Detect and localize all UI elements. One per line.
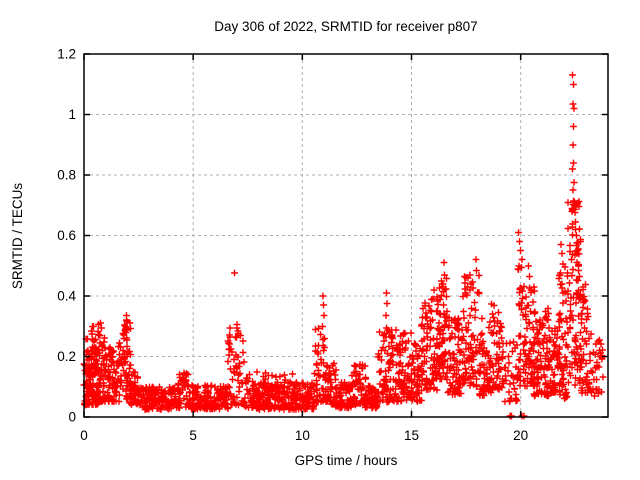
chart-title: Day 306 of 2022, SRMTID for receiver p80… [214,19,477,34]
plot-border [83,53,609,418]
y-tick-label: 0.6 [57,228,76,243]
x-tick-label: 0 [80,428,88,443]
y-tick-label: 0.4 [57,289,76,304]
y-tick-label: 0 [68,410,76,425]
y-tick-label: 0.2 [57,349,76,364]
x-tick-label: 5 [189,428,197,443]
x-tick-label: 10 [295,428,310,443]
data-points-layer [80,71,607,420]
y-tick-label: 1 [68,107,76,122]
y-tick-labels: 0 0.2 0.4 0.6 0.8 1 1.2 [57,47,76,425]
y-tick-label: 1.2 [57,47,76,62]
y-tick-label: 0.8 [57,168,76,183]
y-axis-label: SRMTID / TECUs [10,183,25,290]
x-axis-label: GPS time / hours [295,453,398,468]
data-points [80,71,607,420]
x-tick-label: 15 [404,428,419,443]
x-tick-labels: 0 5 10 15 20 [80,428,528,443]
x-tick-label: 20 [513,428,528,443]
